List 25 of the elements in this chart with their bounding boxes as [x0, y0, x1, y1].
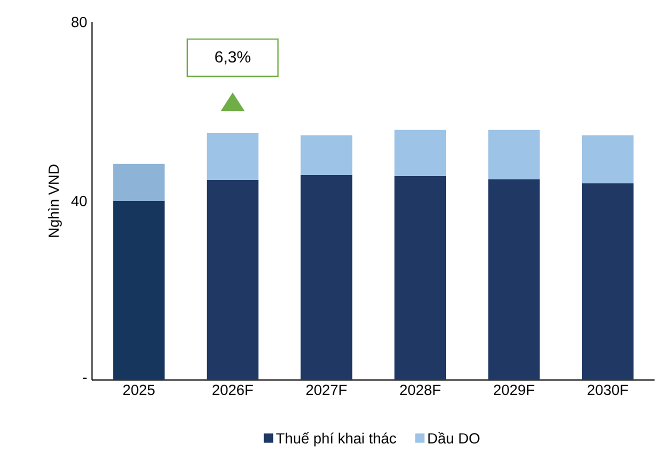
bar	[582, 183, 634, 380]
x-tick-label: 2026F	[212, 384, 253, 396]
bar	[394, 130, 446, 176]
bar	[206, 180, 258, 380]
bar	[300, 175, 352, 380]
legend-label: Dầu DO	[428, 432, 480, 444]
y-tick-label: 80	[72, 16, 87, 28]
y-tick-label: -	[83, 378, 87, 379]
bar	[113, 164, 165, 201]
x-tick-label: 2029F	[494, 384, 534, 396]
bar	[488, 130, 540, 180]
x-tick-label: 2028F	[400, 384, 440, 396]
x-tick-label: 2025	[123, 384, 155, 396]
x-tick-label: 2027F	[306, 384, 347, 396]
bar	[582, 135, 634, 184]
bar	[113, 200, 165, 380]
y-tick-label: 40	[71, 196, 87, 206]
y-axis-title: Nghìn VND	[48, 164, 62, 237]
bar	[394, 176, 446, 380]
annotation: 6,3%	[215, 51, 250, 64]
legend-label: Thuế phí khai thác	[276, 432, 396, 446]
bar	[488, 179, 540, 380]
x-tick-label: 2030F	[588, 384, 628, 396]
bar	[300, 135, 352, 176]
bar	[206, 132, 258, 180]
